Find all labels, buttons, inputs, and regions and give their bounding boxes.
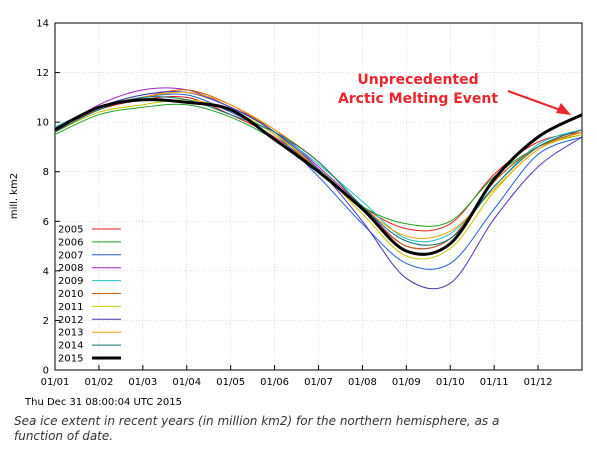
legend-label: 2010: [58, 289, 83, 300]
annotation: Unprecedented Arctic Melting Event: [338, 72, 571, 115]
y-tick-label: 0: [43, 366, 49, 377]
y-tick-label: 2: [43, 316, 49, 327]
x-tick-label: 01/01: [41, 377, 70, 388]
annotation-line-1: Unprecedented: [357, 72, 478, 88]
legend-label: 2014: [58, 341, 83, 352]
x-tick-label: 01/12: [524, 377, 553, 388]
y-tick-label: 6: [43, 217, 49, 228]
series-line-2014: [54, 96, 583, 246]
y-tick-label: 10: [36, 118, 49, 129]
x-tick-label: 01/10: [436, 377, 465, 388]
legend-label: 2007: [58, 250, 83, 261]
y-tick-label: 4: [43, 266, 49, 277]
legend-label: 2008: [58, 263, 83, 274]
x-tick-label: 01/06: [260, 377, 289, 388]
x-tick-label: 01/09: [392, 377, 421, 388]
x-tick-label: 01/11: [480, 377, 509, 388]
x-tick-label: 01/04: [172, 377, 201, 388]
y-axis-ticks: 0 2 4 6 8 10 12 14: [36, 19, 60, 377]
figure-caption: Sea ice extent in recent years (in milli…: [14, 414, 500, 443]
x-tick-label: 01/07: [304, 377, 333, 388]
legend-label: 2011: [58, 302, 83, 313]
y-tick-label: 14: [36, 19, 49, 30]
y-axis-label: mill. km2: [9, 173, 20, 219]
legend-label: 2013: [58, 328, 83, 339]
series-layer: [54, 87, 583, 290]
legend-label: 2006: [58, 237, 83, 248]
legend-label: 2012: [58, 315, 83, 326]
series-line-2015: [54, 98, 583, 256]
gridlines: [55, 23, 582, 370]
legend-label: 2005: [58, 225, 83, 236]
x-tick-label: 01/08: [348, 377, 377, 388]
x-tick-label: 01/02: [85, 377, 114, 388]
annotation-line-2: Arctic Melting Event: [338, 91, 498, 107]
x-axis-ticks: 01/01 01/02 01/03 01/04 01/05 01/06 01/07 01/08…: [41, 365, 553, 388]
legend-label: 2015: [58, 354, 83, 365]
x-tick-label: 01/05: [216, 377, 245, 388]
annotation-arrowhead: [556, 103, 571, 115]
y-tick-label: 12: [36, 68, 49, 79]
legend-label: 2009: [58, 276, 83, 287]
timestamp: Thu Dec 31 08:00:04 UTC 2015: [25, 397, 182, 408]
x-tick-label: 01/03: [128, 377, 157, 388]
y-tick-label: 8: [43, 167, 49, 178]
annotation-arrow: [507, 90, 564, 112]
